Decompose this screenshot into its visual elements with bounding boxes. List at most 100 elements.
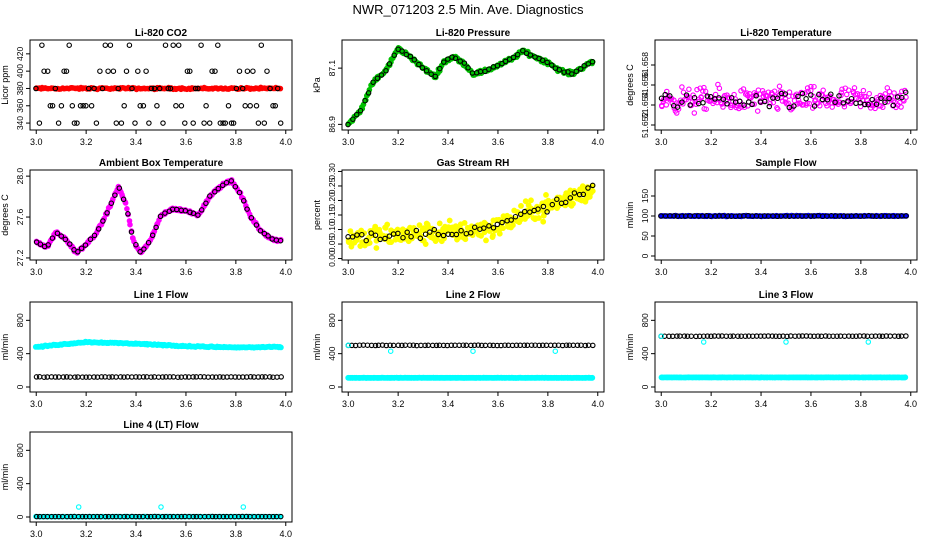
point-average <box>379 342 386 348</box>
point-average <box>110 68 117 74</box>
point-average <box>544 59 550 66</box>
point-average <box>258 42 265 48</box>
point-average <box>198 42 204 48</box>
point-average <box>423 68 430 74</box>
point-average <box>98 374 105 380</box>
point-average <box>95 226 102 232</box>
point-average <box>774 213 781 220</box>
plot-frame <box>341 39 605 131</box>
point-average <box>147 513 154 520</box>
point-raw <box>765 89 772 95</box>
point-average <box>141 246 147 252</box>
point-average <box>56 513 62 520</box>
point-average <box>71 120 78 126</box>
point-average <box>383 68 389 74</box>
point-average <box>67 241 73 247</box>
point-average <box>243 513 250 520</box>
y-tick-label: 0.30 <box>327 163 337 180</box>
point-average <box>52 85 59 92</box>
point-average <box>581 63 587 69</box>
point-average <box>886 95 892 102</box>
point-average <box>207 193 213 199</box>
point-spikes <box>470 348 476 354</box>
x-tick-label: 3.4 <box>755 399 768 409</box>
point-average <box>895 333 902 340</box>
point-average <box>834 333 840 339</box>
point-average <box>113 120 120 126</box>
plot-frame <box>341 301 605 393</box>
data-points <box>658 333 909 381</box>
y-axis-label: degrees C <box>0 194 10 236</box>
point-average <box>151 85 158 92</box>
point-average <box>197 374 204 380</box>
point-raw <box>817 103 823 109</box>
y-tick-label: 420 <box>15 46 25 60</box>
point-average <box>799 90 806 97</box>
data-points <box>658 81 909 116</box>
point-average <box>121 374 127 380</box>
point-spikes <box>75 504 82 510</box>
point-average <box>671 213 677 219</box>
plot-frame <box>654 301 918 393</box>
point-average <box>386 233 393 239</box>
point-average <box>36 120 43 126</box>
point-average <box>807 333 814 339</box>
point-average <box>571 190 578 196</box>
point-average <box>209 68 215 74</box>
point-average <box>58 233 65 239</box>
point-average <box>49 103 56 109</box>
y-tick-label: 0 <box>15 514 25 519</box>
point-average <box>270 513 276 520</box>
point-average <box>382 235 388 242</box>
point-average <box>691 94 698 101</box>
y-tick-label: 50 <box>640 231 650 241</box>
y-tick-label: 51.652 <box>640 112 650 138</box>
point-raw <box>679 84 685 90</box>
point-average <box>187 68 193 74</box>
point-average <box>192 85 199 92</box>
x-tick-label: 3.6 <box>805 399 818 409</box>
point-average <box>395 230 401 237</box>
point-average <box>417 235 424 242</box>
x-tick-label: 3.2 <box>80 137 93 147</box>
point-average <box>536 342 542 349</box>
point-raw <box>854 90 861 97</box>
point-raw <box>536 215 542 221</box>
point-average <box>54 230 61 237</box>
point-average <box>458 227 464 234</box>
point-average <box>391 52 397 58</box>
x-tick-label: 4.0 <box>280 399 293 409</box>
chart-title: Sample Flow <box>755 158 816 169</box>
data-points <box>658 212 910 220</box>
point-average <box>99 85 106 92</box>
point-average <box>232 183 239 190</box>
point-raw <box>740 86 747 92</box>
point-average <box>374 75 381 82</box>
point-average <box>433 342 440 349</box>
point-average <box>903 213 909 219</box>
point-average <box>513 342 520 349</box>
point-average <box>212 189 218 195</box>
point-average <box>128 229 135 235</box>
point-average <box>69 103 76 109</box>
point-average <box>776 333 783 340</box>
point-average <box>766 103 773 110</box>
x-tick-label: 3.8 <box>230 399 243 409</box>
x-tick-label: 3.2 <box>392 267 405 277</box>
point-average <box>386 61 393 67</box>
point-average <box>259 513 265 520</box>
point-raw <box>702 88 709 95</box>
point-spikes <box>700 339 707 345</box>
point-average <box>162 210 168 216</box>
point-average <box>236 68 243 74</box>
point-average <box>441 59 447 65</box>
point-average <box>274 85 281 92</box>
point-average <box>213 374 219 380</box>
point-average <box>83 513 89 520</box>
point-average <box>502 342 508 348</box>
point-raw <box>719 101 725 107</box>
point-raw <box>372 223 379 230</box>
point-average <box>846 333 852 339</box>
x-tick-label: 3.6 <box>805 267 818 277</box>
